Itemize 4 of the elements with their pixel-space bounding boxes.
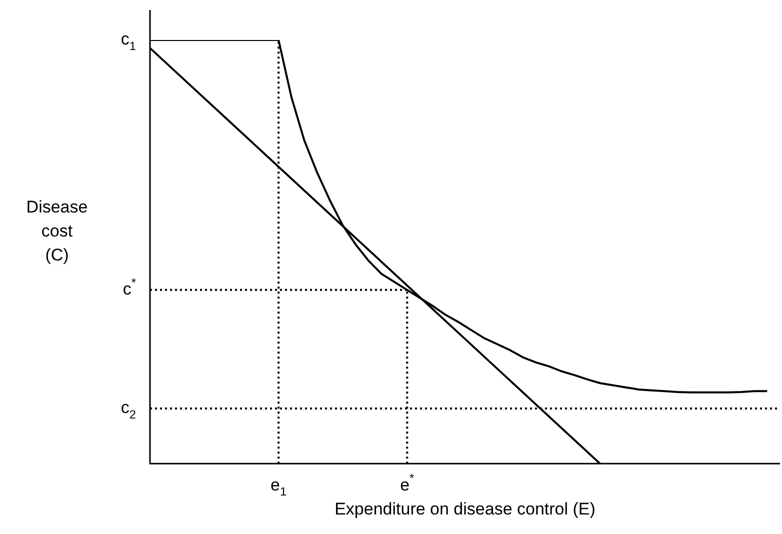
- x-tick-label: e*: [400, 471, 415, 494]
- series-label: c*: [122, 275, 136, 299]
- y-axis-title: Disease cost (C): [26, 197, 88, 264]
- x-axis-title: Expenditure on disease control (E): [334, 499, 596, 518]
